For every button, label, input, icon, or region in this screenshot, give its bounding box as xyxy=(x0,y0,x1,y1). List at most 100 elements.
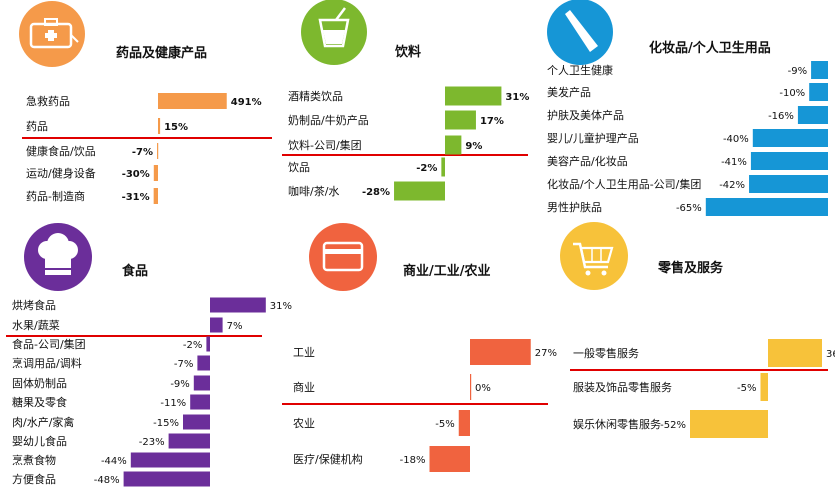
chart-title: 化妆品/个人卫生用品 xyxy=(649,40,771,56)
data-label: -9% xyxy=(788,66,807,77)
bar xyxy=(168,433,210,449)
chart-title: 食品 xyxy=(122,263,148,279)
bar xyxy=(429,446,470,472)
data-label: -44% xyxy=(101,456,127,467)
data-label: 9% xyxy=(465,141,482,152)
bar xyxy=(130,452,210,468)
bar xyxy=(445,110,476,130)
bar xyxy=(193,375,210,391)
chart-panel-2: 化妆品/个人卫生用品个人卫生健康美发产品护肤及美体产品婴儿/儿童护理产品美容产品… xyxy=(547,40,828,216)
drink-cup-icon xyxy=(301,0,367,65)
first-aid-kit-icon xyxy=(19,1,85,67)
data-label: -7% xyxy=(132,147,153,158)
bar xyxy=(394,181,445,201)
bar xyxy=(811,61,828,79)
category-label: 奶制品/牛奶产品 xyxy=(288,113,369,127)
category-label: 烘烤食品 xyxy=(12,298,56,312)
bar xyxy=(760,373,768,401)
category-label: 烹煮食物 xyxy=(12,453,56,467)
bar xyxy=(441,157,445,177)
data-label: 27% xyxy=(535,348,557,359)
bar xyxy=(158,93,227,109)
data-label: -40% xyxy=(723,134,749,145)
category-label: 美发产品 xyxy=(547,85,591,99)
category-label: 一般零售服务 xyxy=(573,346,639,360)
bar xyxy=(123,471,210,487)
bar xyxy=(749,175,828,193)
bar xyxy=(158,118,161,134)
category-label: 农业 xyxy=(293,416,315,430)
category-label: 医疗/保健机构 xyxy=(293,452,363,466)
data-label: -18% xyxy=(400,455,426,466)
category-label: 咖啡/茶/水 xyxy=(288,184,339,198)
cosmetics-icon xyxy=(547,0,613,65)
bar xyxy=(752,129,828,147)
bar xyxy=(183,414,210,430)
category-label: 个人卫生健康 xyxy=(547,63,613,77)
bar xyxy=(153,165,158,181)
data-label: 36% xyxy=(826,349,835,360)
credit-card-icon xyxy=(309,223,377,291)
data-label: 15% xyxy=(164,122,188,133)
bar xyxy=(470,374,472,400)
bar xyxy=(445,86,502,106)
data-label: 31% xyxy=(270,301,292,312)
data-label: -11% xyxy=(160,398,186,409)
data-label: 0% xyxy=(475,383,491,394)
data-label: -42% xyxy=(719,180,745,191)
data-label: -28% xyxy=(362,187,390,198)
data-label: -7% xyxy=(174,359,193,370)
bar xyxy=(470,339,531,365)
category-label: 食品-公司/集团 xyxy=(12,337,86,351)
chef-hat-icon xyxy=(24,223,92,291)
bar xyxy=(458,410,470,436)
shopping-cart-icon xyxy=(560,222,628,290)
bar xyxy=(153,188,158,204)
category-label: 肉/水产/家禽 xyxy=(12,415,74,429)
category-label: 婴幼儿食品 xyxy=(12,434,67,448)
category-label: 服装及饰品零售服务 xyxy=(573,380,672,394)
data-label: -31% xyxy=(122,192,150,203)
category-label: 护肤及美体产品 xyxy=(547,108,624,122)
data-label: 491% xyxy=(231,97,262,108)
chart-title: 零售及服务 xyxy=(657,260,724,276)
bar xyxy=(210,297,266,313)
data-label: -10% xyxy=(779,88,805,99)
data-label: -23% xyxy=(139,437,165,448)
chart-title: 药品及健康产品 xyxy=(116,45,207,61)
bar xyxy=(190,394,210,410)
data-label: -65% xyxy=(676,203,702,214)
data-label: 7% xyxy=(227,321,243,332)
data-label: -15% xyxy=(153,418,179,429)
category-label: 健康食品/饮品 xyxy=(26,144,96,158)
data-label: -2% xyxy=(183,340,202,351)
data-label: 31% xyxy=(505,92,529,103)
bar xyxy=(797,106,828,124)
data-label: -9% xyxy=(170,379,189,390)
data-label: -52% xyxy=(660,420,686,431)
bar xyxy=(206,336,210,352)
data-label: -48% xyxy=(94,475,120,486)
category-label: 美容产品/化妆品 xyxy=(547,154,628,168)
category-label: 工业 xyxy=(293,346,315,359)
data-label: -2% xyxy=(416,163,437,174)
bar xyxy=(690,410,768,438)
bar xyxy=(445,135,462,155)
category-label: 饮品 xyxy=(288,161,310,174)
chart-title: 饮料 xyxy=(394,44,421,60)
category-label: 固体奶制品 xyxy=(12,376,67,390)
category-label: 男性护肤品 xyxy=(547,200,602,214)
category-label: 婴儿/儿童护理产品 xyxy=(547,131,639,145)
chart-title: 商业/工业/农业 xyxy=(403,263,491,279)
chart-panel-3: 食品烘烤食品水果/蔬菜食品-公司/集团烹调用品/调料固体奶制品糖果及零食肉/水产… xyxy=(12,263,292,487)
category-label: 方便食品 xyxy=(12,472,56,486)
category-label: 药品 xyxy=(26,120,48,133)
bar xyxy=(705,198,828,216)
bar xyxy=(809,83,828,101)
bar xyxy=(750,152,828,170)
bar xyxy=(157,143,159,159)
